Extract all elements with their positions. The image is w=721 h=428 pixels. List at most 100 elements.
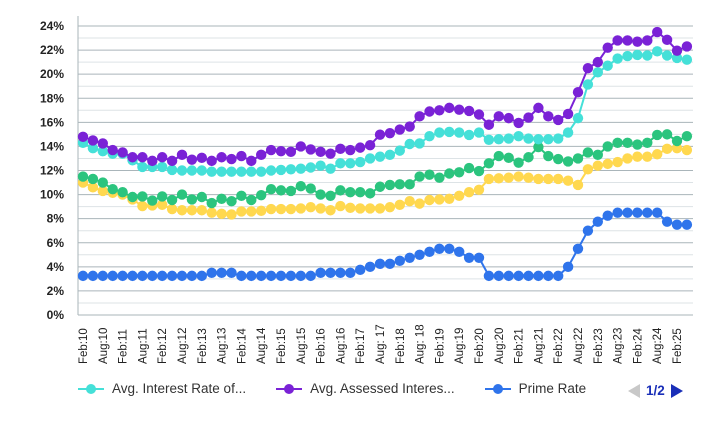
data-point-0: [295, 163, 306, 174]
y-tick-label: 10%: [40, 188, 64, 202]
data-point-0: [355, 156, 366, 168]
legend-label: Prime Rate: [518, 381, 587, 396]
data-point-0: [503, 133, 514, 144]
legend-label: Avg. Interest Rate of...: [112, 381, 247, 396]
data-point-2: [533, 270, 544, 282]
data-point-3: [661, 129, 673, 140]
data-point-4: [315, 203, 326, 214]
data-point-2: [374, 258, 386, 270]
data-point-3: [315, 189, 326, 200]
data-point-3: [523, 152, 534, 163]
data-point-3: [602, 141, 613, 152]
data-point-3: [246, 194, 257, 206]
legend-swatch-icon: [78, 383, 104, 395]
data-point-3: [216, 193, 227, 204]
data-point-3: [671, 135, 683, 147]
data-point-0: [176, 165, 188, 176]
data-point-3: [493, 150, 504, 162]
data-point-2: [652, 207, 663, 218]
data-point-1: [127, 152, 138, 163]
data-point-0: [592, 67, 603, 78]
data-point-0: [632, 49, 643, 61]
data-point-4: [384, 202, 396, 213]
triangle-left-icon[interactable]: [628, 383, 640, 398]
data-point-4: [226, 209, 237, 220]
data-point-0: [652, 46, 663, 57]
data-point-1: [444, 102, 455, 114]
data-point-2: [315, 267, 326, 279]
data-point-2: [434, 243, 445, 254]
data-point-2: [612, 207, 623, 218]
data-point-0: [454, 127, 465, 138]
data-point-4: [513, 171, 524, 182]
data-point-1: [404, 121, 415, 132]
data-point-0: [493, 133, 504, 145]
triangle-right-icon[interactable]: [670, 383, 683, 398]
data-point-4: [325, 205, 336, 216]
data-point-1: [196, 152, 207, 164]
data-point-3: [414, 171, 425, 182]
data-point-0: [216, 166, 227, 177]
legend-item-avg-interest-rate[interactable]: Avg. Interest Rate of...: [78, 381, 246, 396]
data-point-4: [473, 184, 485, 195]
data-point-2: [454, 246, 465, 257]
x-tick-label: Aug:14: [256, 327, 268, 364]
data-point-0: [236, 166, 247, 177]
data-point-1: [394, 124, 405, 135]
data-point-1: [147, 155, 158, 167]
data-point-0: [374, 151, 386, 162]
data-point-1: [87, 135, 99, 146]
data-point-2: [543, 270, 554, 282]
data-point-2: [572, 243, 584, 254]
data-point-4: [661, 143, 673, 155]
data-point-1: [543, 111, 554, 122]
data-point-4: [157, 199, 168, 211]
data-point-1: [622, 35, 633, 46]
data-point-2: [414, 249, 425, 260]
legend-item-avg-assessed-interest[interactable]: Avg. Assessed Interes...: [276, 381, 455, 396]
data-point-2: [216, 267, 227, 279]
data-point-4: [562, 175, 574, 186]
legend-label: Avg. Assessed Interes...: [310, 381, 455, 396]
data-point-1: [265, 144, 277, 156]
line-chart: 0% 2% 4% 6% 8% 10% 12% 14% 16% 18% 20% 22% 24% Feb:10…: [40, 16, 693, 364]
data-point-2: [553, 270, 564, 282]
x-tick-label: Aug:19: [454, 328, 466, 364]
x-tick-label: Aug: 18: [415, 324, 427, 364]
data-point-3: [97, 177, 109, 188]
data-point-3: [483, 158, 495, 169]
data-point-1: [246, 155, 257, 167]
data-point-3: [335, 185, 346, 196]
legend-item-prime-rate[interactable]: Prime Rate: [484, 381, 587, 396]
x-tick-label: Aug:23: [613, 328, 625, 364]
data-point-0: [285, 164, 297, 175]
data-point-1: [661, 34, 673, 46]
x-tick-label: Aug:21: [533, 328, 545, 364]
data-point-2: [602, 210, 613, 221]
data-point-4: [622, 153, 633, 164]
data-point-0: [265, 165, 277, 176]
data-point-4: [246, 206, 257, 217]
data-point-1: [632, 36, 643, 47]
data-point-0: [384, 149, 396, 161]
data-point-3: [394, 179, 405, 190]
data-point-4: [345, 202, 356, 214]
data-point-3: [364, 188, 376, 199]
data-point-4: [612, 156, 623, 168]
data-point-4: [414, 198, 425, 209]
data-point-0: [186, 165, 198, 176]
data-point-1: [157, 152, 168, 163]
data-point-2: [176, 270, 188, 282]
data-point-4: [97, 185, 109, 197]
data-point-2: [582, 225, 594, 236]
data-point-1: [553, 114, 564, 126]
data-point-3: [196, 191, 207, 203]
data-point-1: [355, 142, 366, 153]
data-point-1: [285, 146, 297, 158]
legend: Avg. Interest Rate of... Avg. Assessed I…: [78, 381, 616, 396]
data-point-0: [166, 164, 178, 176]
data-point-1: [642, 35, 653, 46]
data-point-1: [384, 127, 396, 139]
x-tick-label: Aug:11: [137, 328, 149, 364]
data-point-1: [275, 146, 287, 157]
